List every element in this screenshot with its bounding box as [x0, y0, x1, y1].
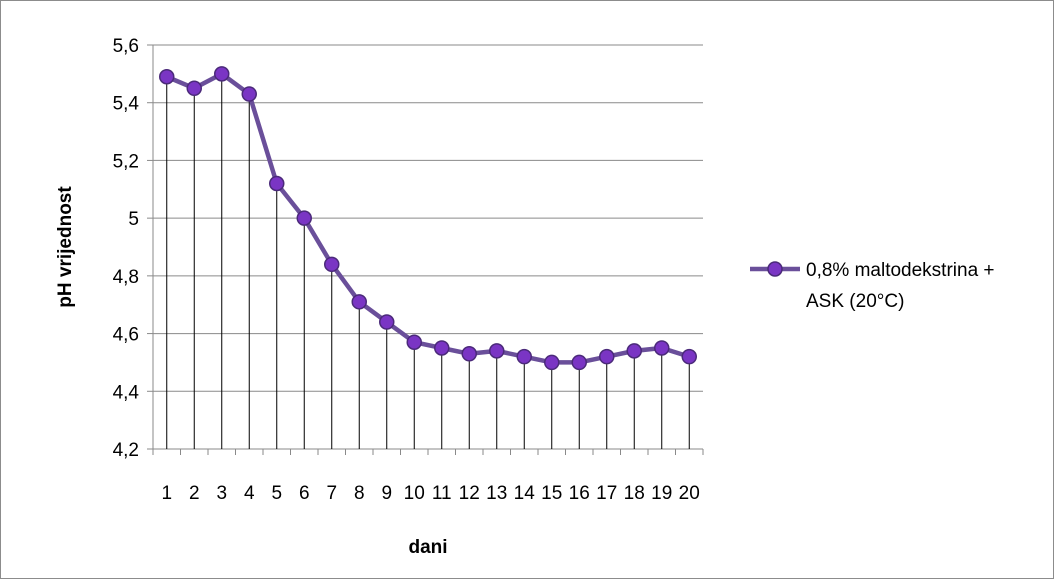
data-point-marker — [516, 348, 532, 365]
y-tick-label: 4,2 — [113, 440, 139, 461]
x-tick-label: 20 — [679, 483, 700, 504]
x-tick-label: 4 — [244, 483, 255, 504]
x-tick-labels: 1 2 3 4 5 6 7 8 9 10 11 12 13 14 15 16 17 18 19 20 — [161, 483, 699, 504]
gridlines — [153, 44, 703, 450]
x-tick-label: 17 — [596, 483, 617, 504]
x-tick-label: 1 — [161, 483, 172, 504]
drop-lines — [166, 73, 690, 449]
x-tick-label: 6 — [299, 483, 310, 504]
y-tick-labels: 4,2 4,4 4,6 4,8 5 5,2 5,4 5,6 — [113, 36, 140, 461]
data-point-marker — [379, 314, 395, 330]
data-point-marker — [434, 340, 450, 356]
x-tick-label: 13 — [486, 483, 507, 504]
axes — [147, 44, 704, 455]
x-tick-label: 2 — [189, 483, 200, 504]
data-point-marker — [186, 80, 202, 97]
x-tick-label: 19 — [651, 483, 672, 504]
data-point-marker — [269, 175, 285, 192]
y-tick-label: 5,6 — [113, 36, 139, 57]
x-tick-label: 14 — [514, 483, 536, 504]
data-point-marker — [214, 66, 230, 82]
y-tick-label: 5,2 — [113, 151, 139, 172]
data-point-marker — [241, 86, 257, 102]
x-tick-label: 11 — [432, 483, 452, 504]
data-point-marker — [324, 256, 340, 273]
x-tick-label: 15 — [541, 483, 562, 504]
legend-marker-swatch — [767, 261, 783, 277]
y-tick-label: 4,6 — [113, 325, 139, 346]
y-tick-label: 4,4 — [113, 382, 140, 403]
data-point-marker — [544, 354, 560, 371]
data-point-marker — [296, 210, 312, 226]
data-point-marker — [461, 346, 477, 362]
x-tick-label: 16 — [569, 483, 590, 504]
data-point-marker — [159, 68, 175, 85]
data-point-marker — [626, 343, 642, 359]
x-tick-label: 7 — [326, 483, 337, 504]
x-tick-label: 9 — [381, 483, 392, 504]
data-point-marker — [571, 354, 587, 371]
x-tick-label: 12 — [459, 483, 480, 504]
legend-label-line-2: ASK (20°C) — [806, 291, 904, 312]
legend-label-line-1: 0,8% maltodekstrina + — [806, 260, 995, 281]
series-layer — [159, 66, 697, 371]
data-point-marker — [681, 348, 697, 365]
x-tick-label: 18 — [624, 483, 645, 504]
data-point-marker — [406, 334, 422, 350]
data-point-marker — [489, 343, 505, 359]
y-axis-title: pH vrijednost — [55, 186, 76, 308]
data-point-marker — [599, 348, 615, 365]
x-tick-label: 5 — [271, 483, 282, 504]
data-point-marker — [654, 340, 670, 356]
legend: 0,8% maltodekstrina + ASK (20°C) — [750, 260, 995, 312]
y-tick-label: 4,8 — [113, 267, 139, 288]
x-tick-label: 8 — [354, 483, 365, 504]
x-tick-label: 3 — [216, 483, 227, 504]
x-tick-label: 10 — [404, 483, 425, 504]
x-axis-title: dani — [408, 537, 447, 558]
y-tick-label: 5,4 — [113, 94, 140, 115]
data-point-marker — [351, 294, 367, 310]
y-tick-label: 5 — [128, 209, 139, 230]
